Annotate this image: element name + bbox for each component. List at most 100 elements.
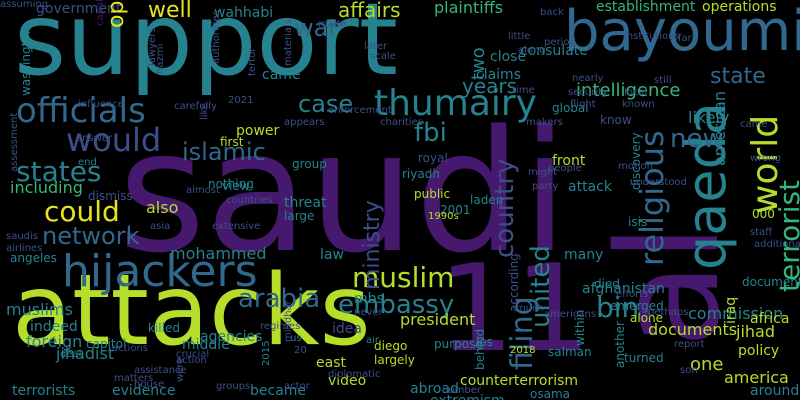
word: like xyxy=(199,102,210,120)
word: group xyxy=(292,157,327,171)
word: hijackers xyxy=(62,246,258,297)
word: agencies xyxy=(200,329,263,345)
word: understood xyxy=(630,177,688,188)
word: fbi xyxy=(414,118,447,148)
word: little xyxy=(508,31,531,42)
word: around xyxy=(750,383,800,399)
word: 11 xyxy=(438,240,591,379)
word: attack xyxy=(568,179,612,195)
word: america xyxy=(724,368,789,387)
word: americans xyxy=(544,309,597,320)
word: 2015 xyxy=(261,340,272,366)
word: along xyxy=(518,45,546,56)
word: mohammed xyxy=(170,244,267,263)
word: diplomatic xyxy=(328,369,381,380)
word: power xyxy=(236,123,280,139)
word: deal xyxy=(60,349,82,360)
word: states xyxy=(16,155,102,188)
word: us xyxy=(290,333,302,344)
word: iraq xyxy=(723,296,739,324)
word: mihdhar xyxy=(283,300,294,342)
word: later xyxy=(364,41,388,52)
word: claims xyxy=(476,67,521,83)
word: asia xyxy=(150,221,171,232)
word: airlines xyxy=(6,243,43,254)
word: likely xyxy=(688,108,730,127)
word: isis xyxy=(628,215,648,229)
word: laden xyxy=(470,193,504,207)
word: enforcement xyxy=(328,105,392,116)
word: jihadist xyxy=(56,344,115,363)
word: capitol xyxy=(86,337,127,351)
word: threat xyxy=(284,195,327,211)
word: commission xyxy=(688,304,784,323)
word: muslims xyxy=(6,300,73,319)
word: hazmi xyxy=(155,43,166,74)
word: dismiss xyxy=(88,189,133,203)
word: wahhabi xyxy=(214,5,274,21)
word: actions xyxy=(112,343,148,354)
word: assessment xyxy=(9,112,20,172)
word: almost xyxy=(186,185,220,196)
word: public xyxy=(414,187,451,201)
word: extremism xyxy=(430,394,505,400)
word: one xyxy=(690,354,724,375)
word: flight xyxy=(570,99,596,110)
word: evidence xyxy=(112,383,176,399)
word: son xyxy=(680,365,698,376)
word: authorities xyxy=(211,10,222,64)
word: establishment xyxy=(596,0,696,15)
word: turned xyxy=(624,351,664,365)
word: additional xyxy=(754,239,800,250)
word: party xyxy=(532,181,559,192)
word: charities xyxy=(380,117,423,128)
word: crucial xyxy=(176,349,210,360)
word: bayoumi xyxy=(564,0,800,64)
word: plaintiffs xyxy=(434,0,504,17)
word: killed xyxy=(148,321,180,335)
word: never xyxy=(354,307,383,318)
word: first xyxy=(220,135,244,149)
word: action xyxy=(176,355,207,366)
word: country xyxy=(490,158,520,258)
word: assistance xyxy=(134,365,187,376)
word: 1990s xyxy=(428,211,459,222)
word: time xyxy=(512,85,535,96)
word: thumairy xyxy=(374,83,537,124)
word: 20 xyxy=(294,345,307,356)
word: appears xyxy=(284,117,325,128)
word: groups xyxy=(216,381,251,392)
word: 2001 xyxy=(440,203,471,217)
word: countries xyxy=(226,195,273,206)
word: died xyxy=(594,277,620,291)
word: president xyxy=(400,310,476,329)
word: still xyxy=(654,75,672,86)
word: american xyxy=(710,91,729,166)
word: nothing xyxy=(208,177,254,191)
word: arabia xyxy=(238,284,321,314)
word: affairs xyxy=(338,0,401,22)
word: new xyxy=(670,124,724,154)
word: might xyxy=(528,167,558,178)
word: number xyxy=(442,385,482,396)
word: embassy xyxy=(338,290,455,320)
word: would xyxy=(66,121,162,159)
word: east xyxy=(316,355,346,371)
word: policy xyxy=(738,343,780,359)
word: carefully xyxy=(174,101,218,112)
word: people xyxy=(548,163,582,174)
word: large xyxy=(284,209,315,223)
word: operatives xyxy=(104,0,129,28)
word: operations xyxy=(702,0,777,15)
word: islamic xyxy=(182,138,266,166)
word: security xyxy=(568,87,608,98)
word: ministry xyxy=(360,200,385,290)
word: came xyxy=(740,119,768,130)
word: influence xyxy=(78,99,124,110)
word: global xyxy=(552,101,589,115)
word: could xyxy=(44,195,120,228)
word: front xyxy=(552,153,586,169)
word: war xyxy=(294,14,339,42)
word: jihad xyxy=(736,322,775,341)
